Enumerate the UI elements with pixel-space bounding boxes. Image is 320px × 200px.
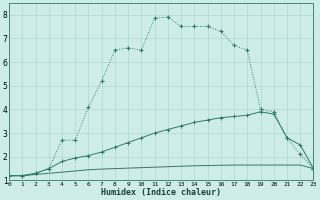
X-axis label: Humidex (Indice chaleur): Humidex (Indice chaleur) xyxy=(101,188,221,197)
